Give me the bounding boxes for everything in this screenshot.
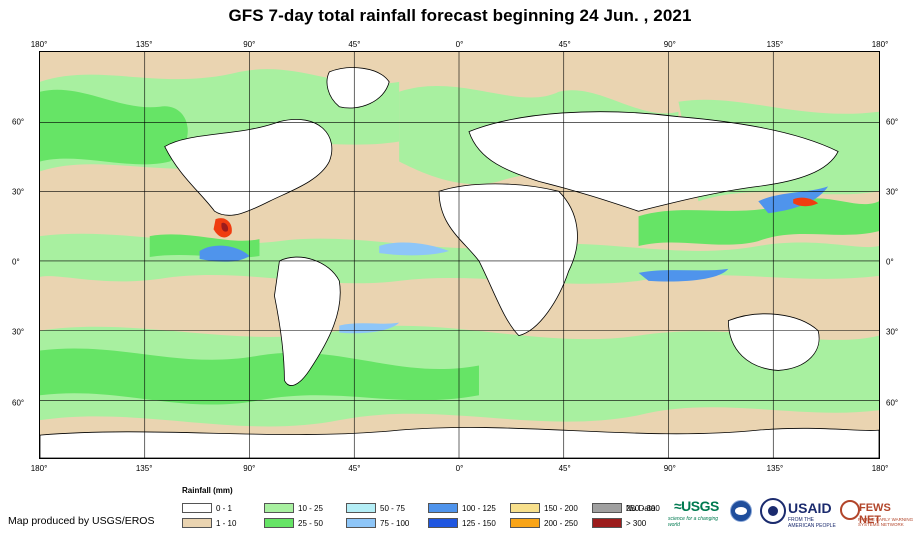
longitude-label: 45° bbox=[348, 40, 361, 49]
eurasia bbox=[468, 111, 839, 212]
rain-band-asian-monsoon bbox=[638, 198, 879, 247]
legend-swatch bbox=[346, 518, 376, 528]
legend-swatch bbox=[182, 518, 212, 528]
longitude-label: 135° bbox=[766, 464, 784, 473]
rainfall-map bbox=[39, 51, 880, 459]
legend-label: 100 - 125 bbox=[462, 503, 496, 513]
longitude-label: 180° bbox=[871, 40, 889, 49]
legend-item: > 300 bbox=[592, 517, 646, 529]
legend-label: 125 - 150 bbox=[462, 518, 496, 528]
legend-swatch bbox=[428, 503, 458, 513]
legend-item: 75 - 100 bbox=[346, 517, 409, 529]
legend-label: 10 - 25 bbox=[298, 503, 323, 513]
legend-swatch bbox=[182, 503, 212, 513]
legend-label: 250 - 300 bbox=[626, 503, 660, 513]
usgs-logo: ≈USGS science for a changing world bbox=[668, 498, 719, 528]
legend-item: No Data bbox=[592, 502, 655, 514]
noaa-logo bbox=[730, 500, 752, 522]
legend-label: 50 - 75 bbox=[380, 503, 405, 513]
legend-label: 1 - 10 bbox=[216, 518, 237, 528]
longitude-label: 45° bbox=[558, 464, 571, 473]
longitude-label: 135° bbox=[135, 464, 153, 473]
antarctica bbox=[40, 427, 879, 458]
legend-swatch bbox=[592, 503, 622, 513]
legend-item: 25 - 50 bbox=[264, 517, 323, 529]
longitude-label: 45° bbox=[558, 40, 571, 49]
latitude-label: 30° bbox=[12, 327, 25, 337]
legend-swatch bbox=[510, 518, 540, 528]
latitude-label: 60° bbox=[12, 117, 25, 127]
legend-swatch bbox=[264, 503, 294, 513]
legend-swatch bbox=[346, 503, 376, 513]
legend-item: 10 - 25 bbox=[264, 502, 323, 514]
legend-swatch bbox=[510, 503, 540, 513]
legend-label: > 300 bbox=[626, 518, 647, 528]
usaid-logo: USAID FROM THE AMERICAN PEOPLE bbox=[788, 500, 836, 529]
longitude-label: 180° bbox=[871, 464, 889, 473]
legend-label: 75 - 100 bbox=[380, 518, 410, 528]
legend-label: 0 - 1 bbox=[216, 503, 233, 513]
longitude-label: 90° bbox=[663, 40, 676, 49]
legend-swatch bbox=[428, 518, 458, 528]
longitude-label: 0° bbox=[455, 40, 464, 49]
legend-item: 150 - 200 bbox=[510, 502, 578, 514]
rain-band-north-pacific-heavy bbox=[40, 89, 188, 165]
credit-text: Map produced by USGS/EROS bbox=[8, 515, 155, 527]
longitude-label: 0° bbox=[455, 464, 464, 473]
us-seal-logo bbox=[760, 498, 786, 524]
longitude-label: 180° bbox=[30, 464, 48, 473]
latitude-label: 30° bbox=[886, 187, 899, 197]
fews-net-logo: FEWS NET FAMINE EARLY WARNING SYSTEMS NE… bbox=[840, 498, 914, 528]
longitude-label: 90° bbox=[243, 40, 256, 49]
legend-label: 150 - 200 bbox=[544, 503, 578, 513]
latitude-label: 60° bbox=[886, 398, 899, 408]
legend-label: 25 - 50 bbox=[298, 518, 323, 528]
longitude-label: 90° bbox=[663, 464, 676, 473]
longitude-label: 180° bbox=[30, 40, 48, 49]
legend-item: 1 - 10 bbox=[182, 517, 236, 529]
legend-item: 125 - 150 bbox=[428, 517, 496, 529]
longitude-label: 90° bbox=[243, 464, 256, 473]
longitude-label: 45° bbox=[348, 464, 361, 473]
latitude-label: 60° bbox=[12, 398, 25, 408]
south-america bbox=[274, 256, 341, 386]
legend-swatch bbox=[592, 518, 622, 528]
africa bbox=[438, 183, 578, 337]
legend-item: 100 - 125 bbox=[428, 502, 496, 514]
graticule bbox=[40, 52, 879, 458]
latitude-label: 0° bbox=[12, 257, 20, 267]
legend-swatch bbox=[264, 518, 294, 528]
legend-label: No Data bbox=[626, 503, 656, 513]
legend-title: Rainfall (mm) bbox=[182, 486, 233, 495]
latitude-label: 0° bbox=[886, 257, 894, 267]
longitude-label: 135° bbox=[766, 40, 784, 49]
legend-label: 200 - 250 bbox=[544, 518, 578, 528]
legend-item: 200 - 250 bbox=[510, 517, 578, 529]
map-title: GFS 7-day total rainfall forecast beginn… bbox=[228, 6, 692, 25]
latitude-label: 30° bbox=[886, 327, 899, 337]
legend-item: 50 - 75 bbox=[346, 502, 405, 514]
logo-strip: ≈USGS science for a changing world USAID… bbox=[664, 498, 916, 529]
latitude-label: 60° bbox=[886, 117, 899, 127]
longitude-label: 135° bbox=[135, 40, 153, 49]
latitude-label: 30° bbox=[12, 187, 25, 197]
legend-item: 0 - 1 bbox=[182, 502, 232, 514]
greenland bbox=[326, 67, 390, 109]
australia bbox=[727, 313, 820, 371]
